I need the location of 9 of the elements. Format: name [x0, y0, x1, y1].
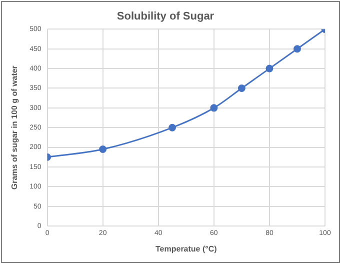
point: [266, 64, 274, 72]
chart-title: Solubility of Sugar: [116, 10, 215, 23]
point: [210, 104, 218, 112]
point: [99, 146, 107, 153]
point: [168, 124, 176, 132]
x-axis-title: Temperatue (°C): [156, 244, 218, 254]
point: [293, 45, 301, 53]
y-axis-title: Grams of sugar in 100 g of water: [10, 66, 20, 190]
point: [238, 84, 246, 92]
